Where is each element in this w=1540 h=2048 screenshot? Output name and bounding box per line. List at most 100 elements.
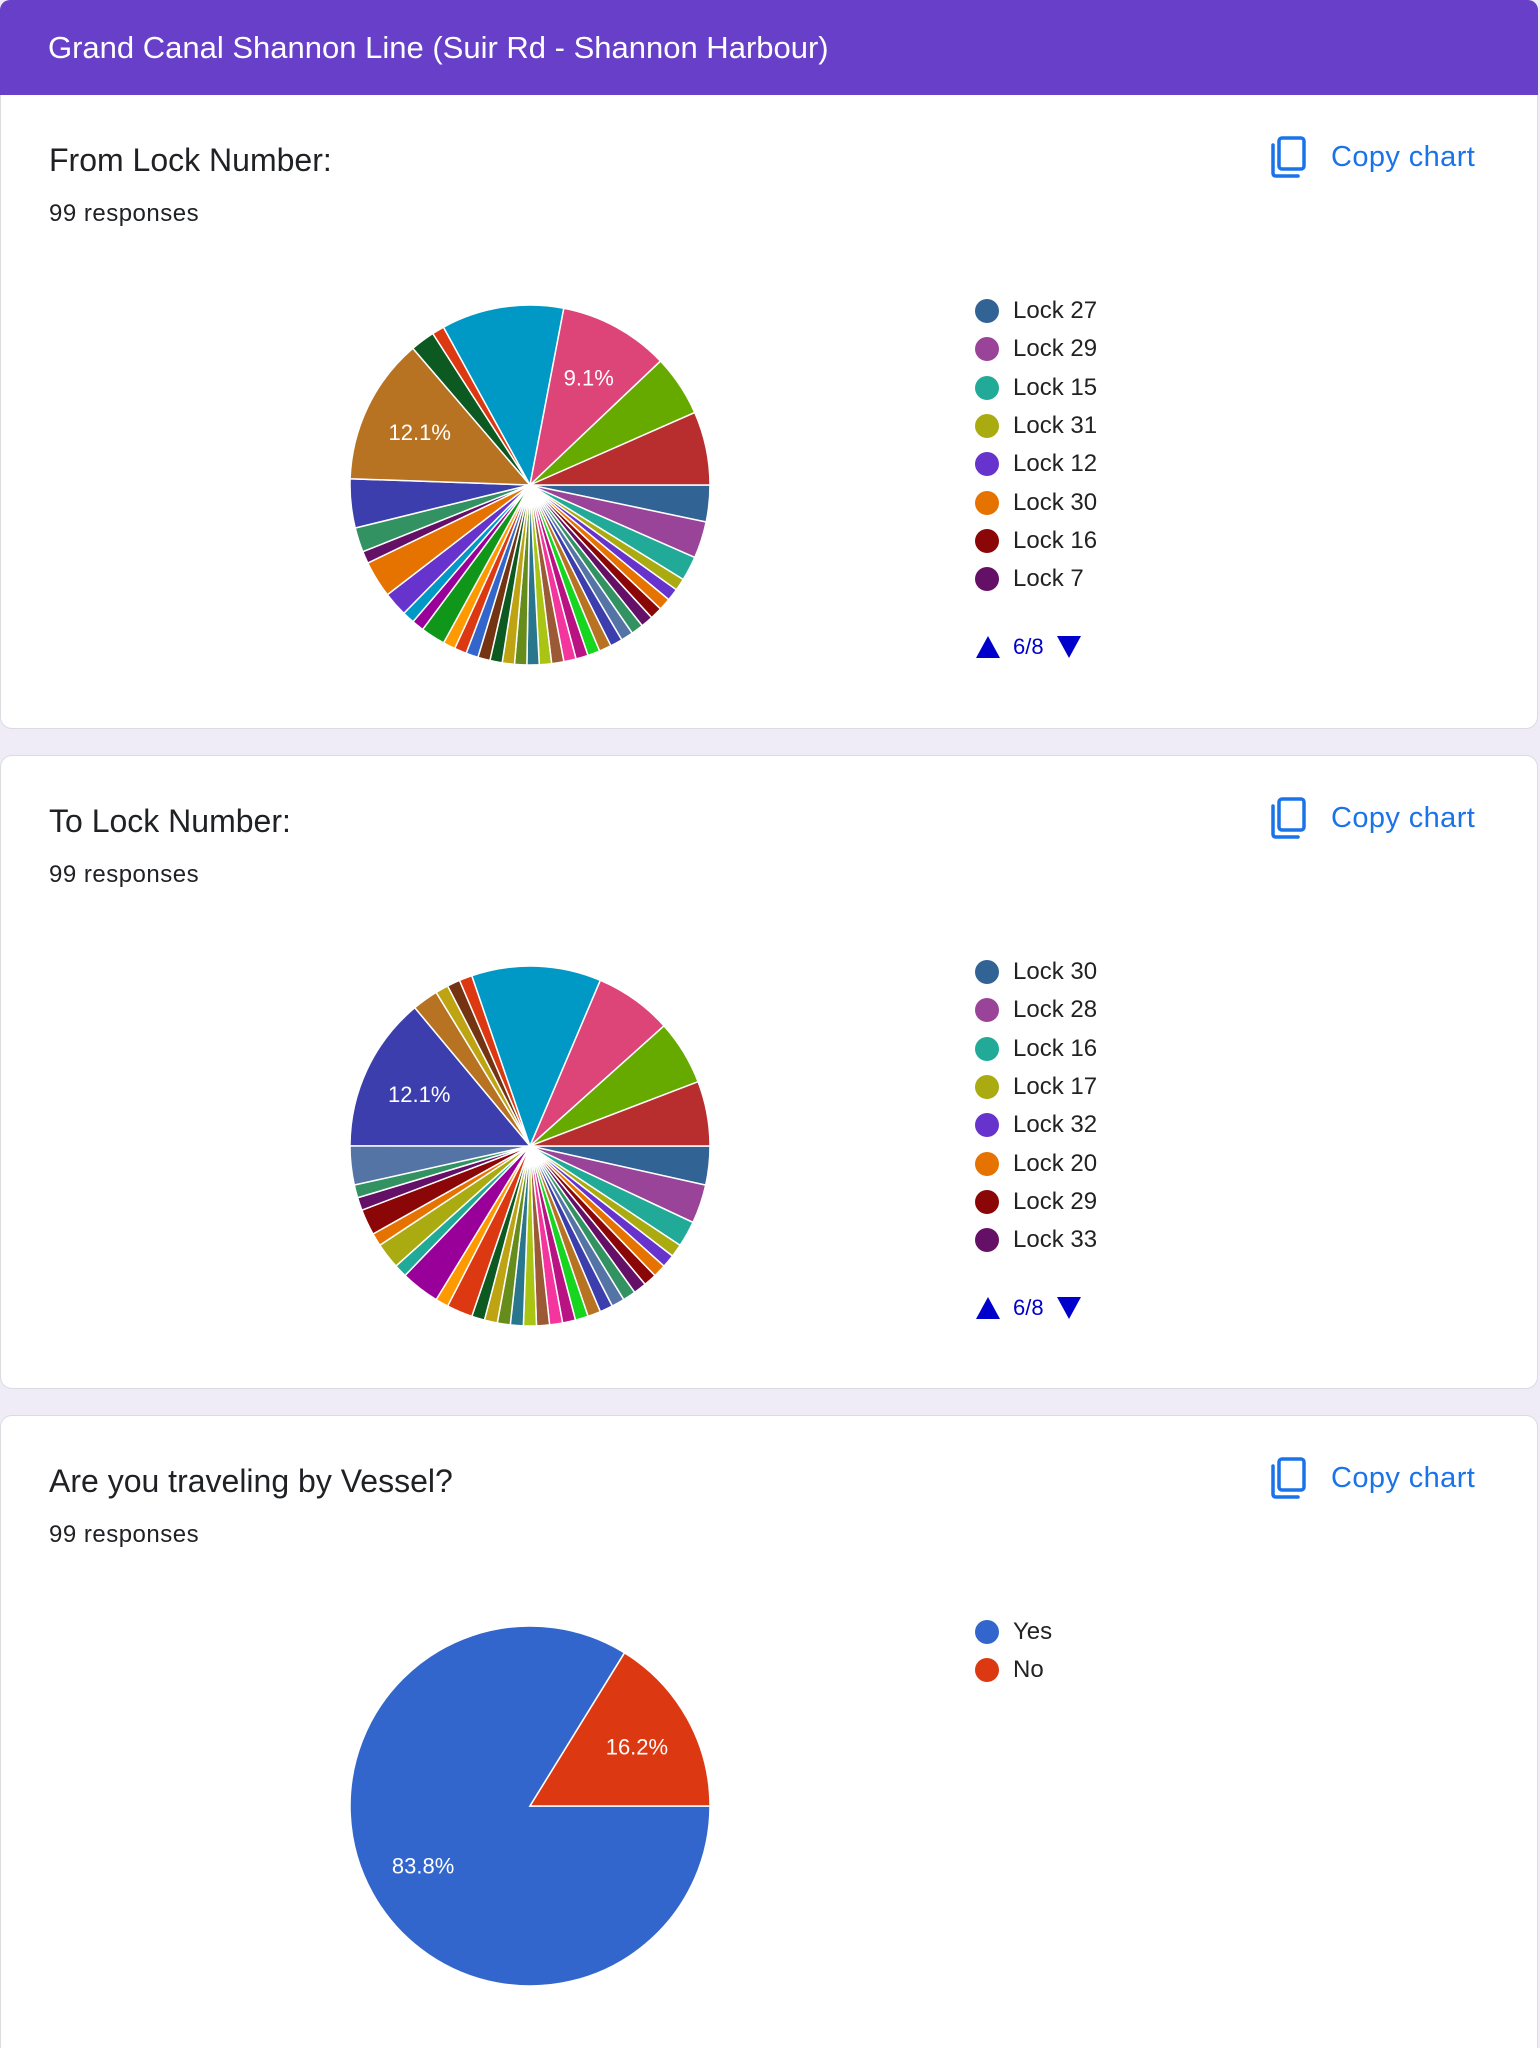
legend-item: Lock 32 (975, 1106, 1097, 1144)
legend-pager: 6/8 (975, 1291, 1082, 1325)
slice-label: 9.1% (564, 366, 614, 391)
response-count: 99 responses (49, 1521, 200, 1548)
legend-item: Lock 33 (975, 1221, 1097, 1259)
legend-label: Lock 12 (1013, 450, 1098, 478)
legend-item: Lock 7 (975, 560, 1084, 598)
legend-label: Lock 28 (1013, 996, 1098, 1024)
legend-label: Lock 33 (1013, 1226, 1098, 1254)
legend-label: Lock 29 (1013, 1187, 1098, 1215)
question-card: To Lock Number: 99 responses Copy chart … (0, 755, 1538, 1389)
pie-slice (529, 1080, 711, 1147)
triangle-up-icon[interactable] (975, 635, 1001, 659)
copy-chart-button[interactable]: Copy chart (1269, 792, 1475, 844)
legend-swatch (975, 413, 999, 438)
response-count: 99 responses (49, 861, 200, 888)
question-card: From Lock Number: 99 responses Copy char… (0, 95, 1538, 729)
legend-item: Lock 12 (975, 445, 1097, 483)
pie-slice (349, 1625, 711, 1987)
pie-slice (349, 1006, 532, 1147)
pie-slice (442, 304, 565, 488)
legend-swatch (975, 1620, 999, 1644)
copy-chart-label: Copy chart (1331, 801, 1476, 834)
legend-swatch (975, 1228, 999, 1253)
legend-item: Lock 29 (975, 1183, 1097, 1221)
legend-swatch (975, 1113, 999, 1138)
legend-label: Lock 16 (1013, 1034, 1098, 1062)
slice-label: 12.1% (389, 420, 451, 445)
legend-swatch (975, 299, 999, 323)
legend-item: Lock 30 (975, 484, 1097, 522)
triangle-down-icon[interactable] (1056, 1296, 1082, 1320)
pie-slice (529, 411, 711, 486)
pie-chart: 12.1% (349, 965, 711, 1327)
legend-label: No (1013, 1656, 1044, 1684)
legend-swatch (975, 960, 999, 984)
response-count: 99 responses (49, 200, 200, 227)
form-title: Grand Canal Shannon Line (Suir Rd - Shan… (48, 30, 829, 65)
legend-swatch (975, 1151, 999, 1176)
copy-icon (1271, 1457, 1306, 1499)
copy-chart-label: Copy chart (1331, 1461, 1476, 1494)
slice-label: 16.2% (606, 1734, 668, 1759)
legend-swatch (975, 1189, 999, 1214)
legend-swatch (975, 1658, 999, 1683)
legend-item: Lock 27 (975, 292, 1097, 330)
form-header: Grand Canal Shannon Line (Suir Rd - Shan… (0, 0, 1538, 96)
legend-label: Lock 32 (1013, 1111, 1098, 1139)
pie-slice (528, 1651, 711, 1807)
triangle-down-icon[interactable] (1056, 635, 1082, 659)
copy-chart-button[interactable]: Copy chart (1269, 1452, 1475, 1504)
legend-item: Lock 17 (975, 1068, 1097, 1106)
legend-label: Yes (1013, 1618, 1053, 1645)
pie-chart: 9.1% 12.1% (349, 304, 711, 666)
legend-pager: 6/8 (975, 630, 1082, 664)
legend-label: Lock 16 (1013, 526, 1098, 554)
legend-swatch (975, 1074, 999, 1099)
legend-item: Lock 16 (975, 1030, 1097, 1068)
legend-item: Yes (975, 1613, 1052, 1651)
legend-label: Lock 31 (1013, 411, 1098, 439)
pager-text: 6/8 (1013, 1295, 1044, 1320)
copy-chart-label: Copy chart (1331, 140, 1476, 173)
legend-swatch (975, 567, 999, 592)
question-title: To Lock Number: (49, 803, 291, 839)
legend-item: Lock 31 (975, 407, 1097, 445)
legend-label: Lock 30 (1013, 488, 1098, 516)
legend-item: Lock 28 (975, 991, 1097, 1029)
pie-slice (349, 347, 532, 486)
question-title: Are you traveling by Vessel? (49, 1463, 453, 1499)
triangle-up-icon[interactable] (975, 1296, 1001, 1320)
legend-label: Lock 27 (1013, 297, 1098, 324)
legend-item: No (975, 1651, 1044, 1689)
legend-item: Lock 29 (975, 330, 1097, 368)
slice-label: 83.8% (392, 1854, 454, 1879)
legend-swatch (975, 452, 999, 477)
legend-label: Lock 17 (1013, 1072, 1098, 1100)
legend-item: Lock 20 (975, 1145, 1097, 1183)
legend-swatch (975, 337, 999, 362)
legend-swatch (975, 1036, 999, 1061)
copy-icon (1271, 797, 1306, 839)
question-card: Are you traveling by Vessel? 99 response… (0, 1415, 1538, 2048)
legend-label: Lock 30 (1013, 958, 1098, 985)
pie-slice (528, 307, 662, 488)
legend-swatch (975, 375, 999, 400)
copy-icon (1271, 136, 1306, 178)
legend-label: Lock 15 (1013, 373, 1098, 401)
legend-swatch (975, 528, 999, 553)
slice-label: 12.1% (388, 1082, 450, 1107)
legend-label: Lock 7 (1013, 565, 1084, 593)
legend-swatch (975, 490, 999, 515)
pie-slice (470, 965, 602, 1149)
pie-chart: 83.8% 16.2% (349, 1625, 711, 1987)
legend-swatch (975, 998, 999, 1023)
copy-chart-button[interactable]: Copy chart (1269, 131, 1475, 183)
legend-label: Lock 20 (1013, 1149, 1098, 1177)
legend-item: Lock 15 (975, 369, 1097, 407)
pager-text: 6/8 (1013, 634, 1044, 659)
legend-label: Lock 29 (1013, 335, 1098, 363)
legend-item: Lock 16 (975, 522, 1097, 560)
question-title: From Lock Number: (49, 142, 332, 178)
legend-item: Lock 30 (975, 953, 1097, 991)
